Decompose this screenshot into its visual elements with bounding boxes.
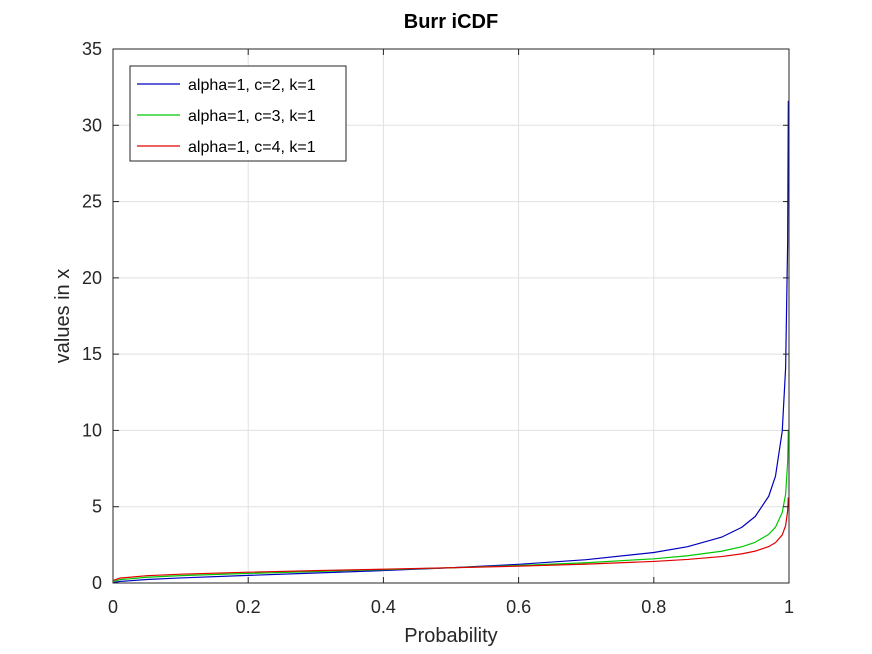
legend-label-2: alpha=1, c=3, k=1 bbox=[188, 108, 316, 125]
chart-title: Burr iCDF bbox=[404, 11, 498, 33]
x-axis-title: Probability bbox=[404, 625, 497, 647]
y-tick-label: 35 bbox=[82, 39, 102, 59]
x-tick-label: 0.8 bbox=[641, 597, 666, 617]
y-tick-label: 25 bbox=[82, 192, 102, 212]
series-lines bbox=[113, 100, 789, 584]
plot-frame bbox=[112, 48, 790, 584]
y-tick-label: 10 bbox=[82, 420, 102, 440]
y-axis-title: values in x bbox=[52, 269, 74, 364]
axis-ticks bbox=[112, 48, 790, 584]
y-tick-label: 20 bbox=[82, 268, 102, 288]
x-tick-label: 1 bbox=[784, 597, 794, 617]
legend-label-3: alpha=1, c=4, k=1 bbox=[188, 139, 316, 156]
series-line-3 bbox=[113, 497, 789, 581]
y-tick-label: 15 bbox=[82, 344, 102, 364]
y-tick-label: 30 bbox=[82, 115, 102, 135]
x-tick-label: 0.6 bbox=[506, 597, 531, 617]
x-tick-labels: 0 0.2 0.4 0.6 0.8 1 bbox=[108, 597, 794, 617]
x-tick-label: 0.2 bbox=[236, 597, 261, 617]
y-tick-label: 5 bbox=[92, 497, 102, 517]
x-tick-label: 0.4 bbox=[371, 597, 396, 617]
legend-label-1: alpha=1, c=2, k=1 bbox=[188, 77, 316, 94]
x-tick-label: 0 bbox=[108, 597, 118, 617]
series-line-1 bbox=[113, 100, 789, 584]
y-tick-labels: 0 5 10 15 20 25 30 35 bbox=[82, 39, 102, 593]
series-line-2 bbox=[113, 430, 789, 583]
legend-box bbox=[129, 65, 347, 162]
legend: alpha=1, c=2, k=1 alpha=1, c=3, k=1 alpha=… bbox=[129, 65, 347, 162]
y-tick-label: 0 bbox=[92, 573, 102, 593]
